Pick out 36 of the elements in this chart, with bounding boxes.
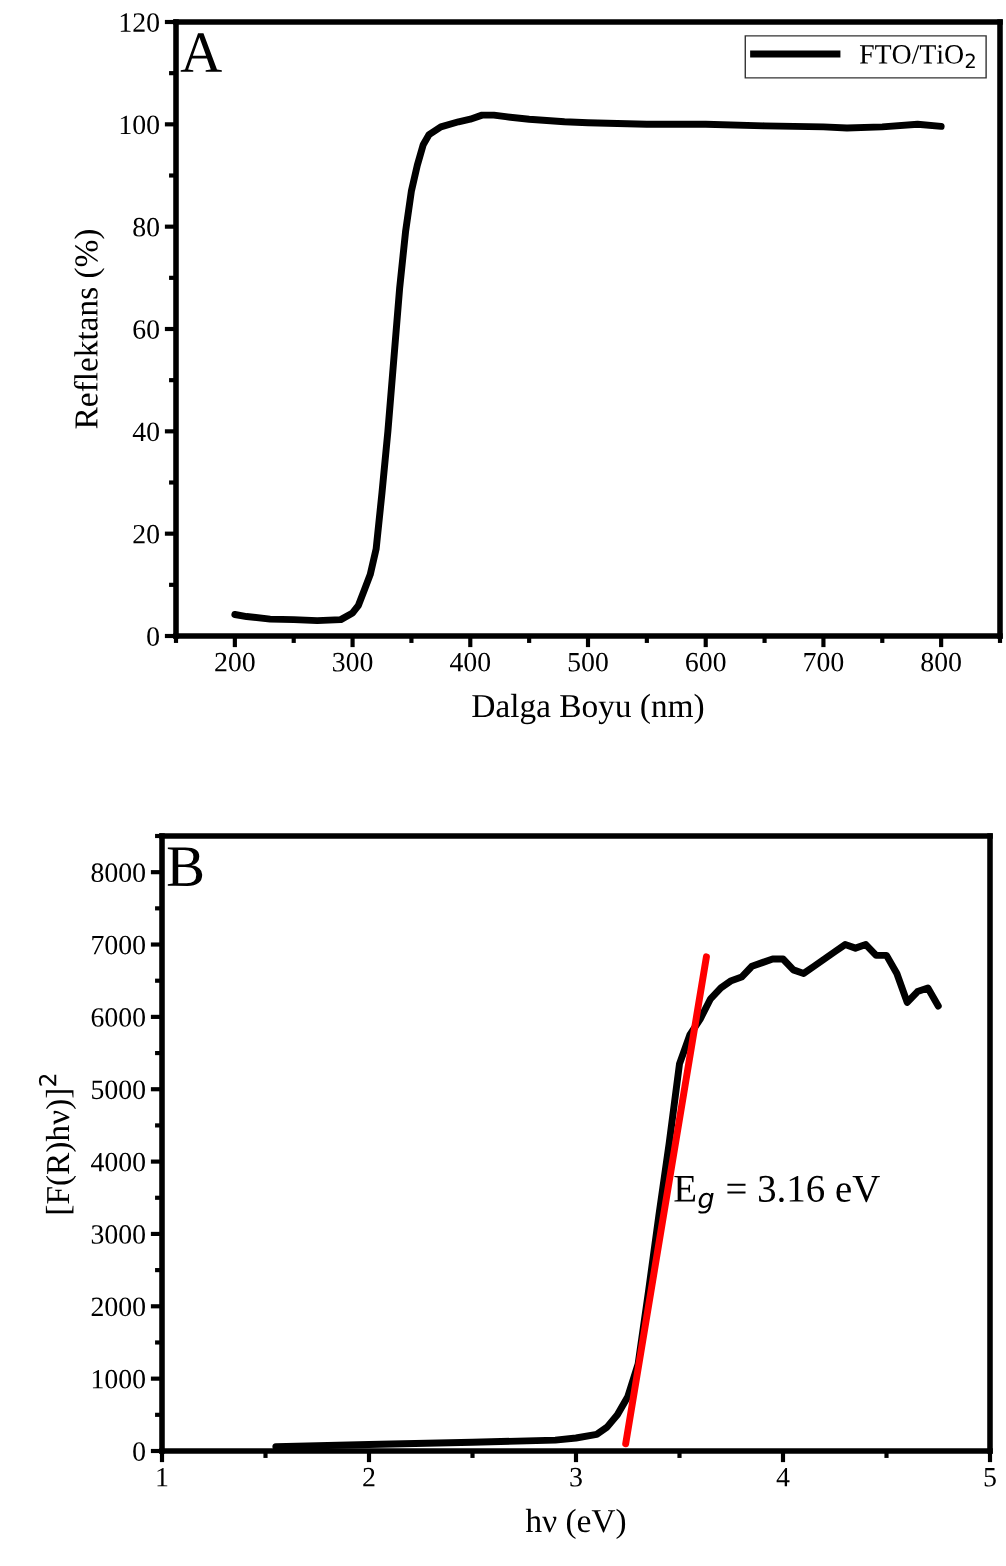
x-tick-label: 500 (568, 652, 608, 672)
x-axis-title: Dalga Boyu (nm) (472, 693, 704, 725)
y-tick-label: 7000 (92, 935, 145, 955)
y-tick-label: 80 (133, 217, 159, 237)
y-tick-label: 2000 (91, 1297, 145, 1317)
x-tick-label: 800 (921, 652, 961, 672)
x-tick-label: 600 (686, 652, 726, 672)
y-axis-title: Reflektans (%) (73, 230, 105, 429)
y-tick-label: 4000 (91, 1152, 145, 1172)
x-tick-label: 700 (804, 652, 844, 672)
x-tick-label: 400 (449, 652, 491, 672)
y-axis-title: [F(R)hν)]$^{2}$ (38, 1074, 77, 1214)
x-tick-label: 1 (157, 1467, 168, 1487)
chart-title: B (167, 847, 203, 886)
chart-title: A (180, 33, 222, 72)
y-tick-label: 8000 (91, 863, 145, 883)
x-tick-label: 3 (570, 1467, 582, 1487)
x-tick-label: 5 (984, 1468, 996, 1487)
legend-label: FTO/TiO$_{2}$ (859, 45, 975, 69)
x-tick-label: 4 (776, 1467, 790, 1487)
y-tick-label: 100 (120, 115, 159, 135)
y-tick-label: 6000 (91, 1008, 145, 1027)
y-tick-label: 60 (133, 320, 159, 339)
x-axis-title: hν (eV) (525, 1508, 626, 1540)
x-tick-label: 2 (363, 1467, 375, 1487)
y-tick-label: 20 (133, 524, 159, 544)
y-tick-label: 0 (133, 1442, 145, 1461)
y-tick-label: 3000 (91, 1225, 145, 1244)
y-tick-label: 5000 (92, 1080, 145, 1100)
x-tick-label: 300 (333, 652, 373, 672)
annotation: E$_{g}$ = 3.16 eV (674, 1175, 880, 1214)
y-tick-label: 120 (120, 13, 159, 32)
y-tick-label: 40 (132, 422, 159, 442)
x-tick-label: 200 (215, 652, 255, 672)
y-tick-label: 0 (147, 627, 159, 646)
y-tick-label: 1000 (92, 1369, 145, 1389)
